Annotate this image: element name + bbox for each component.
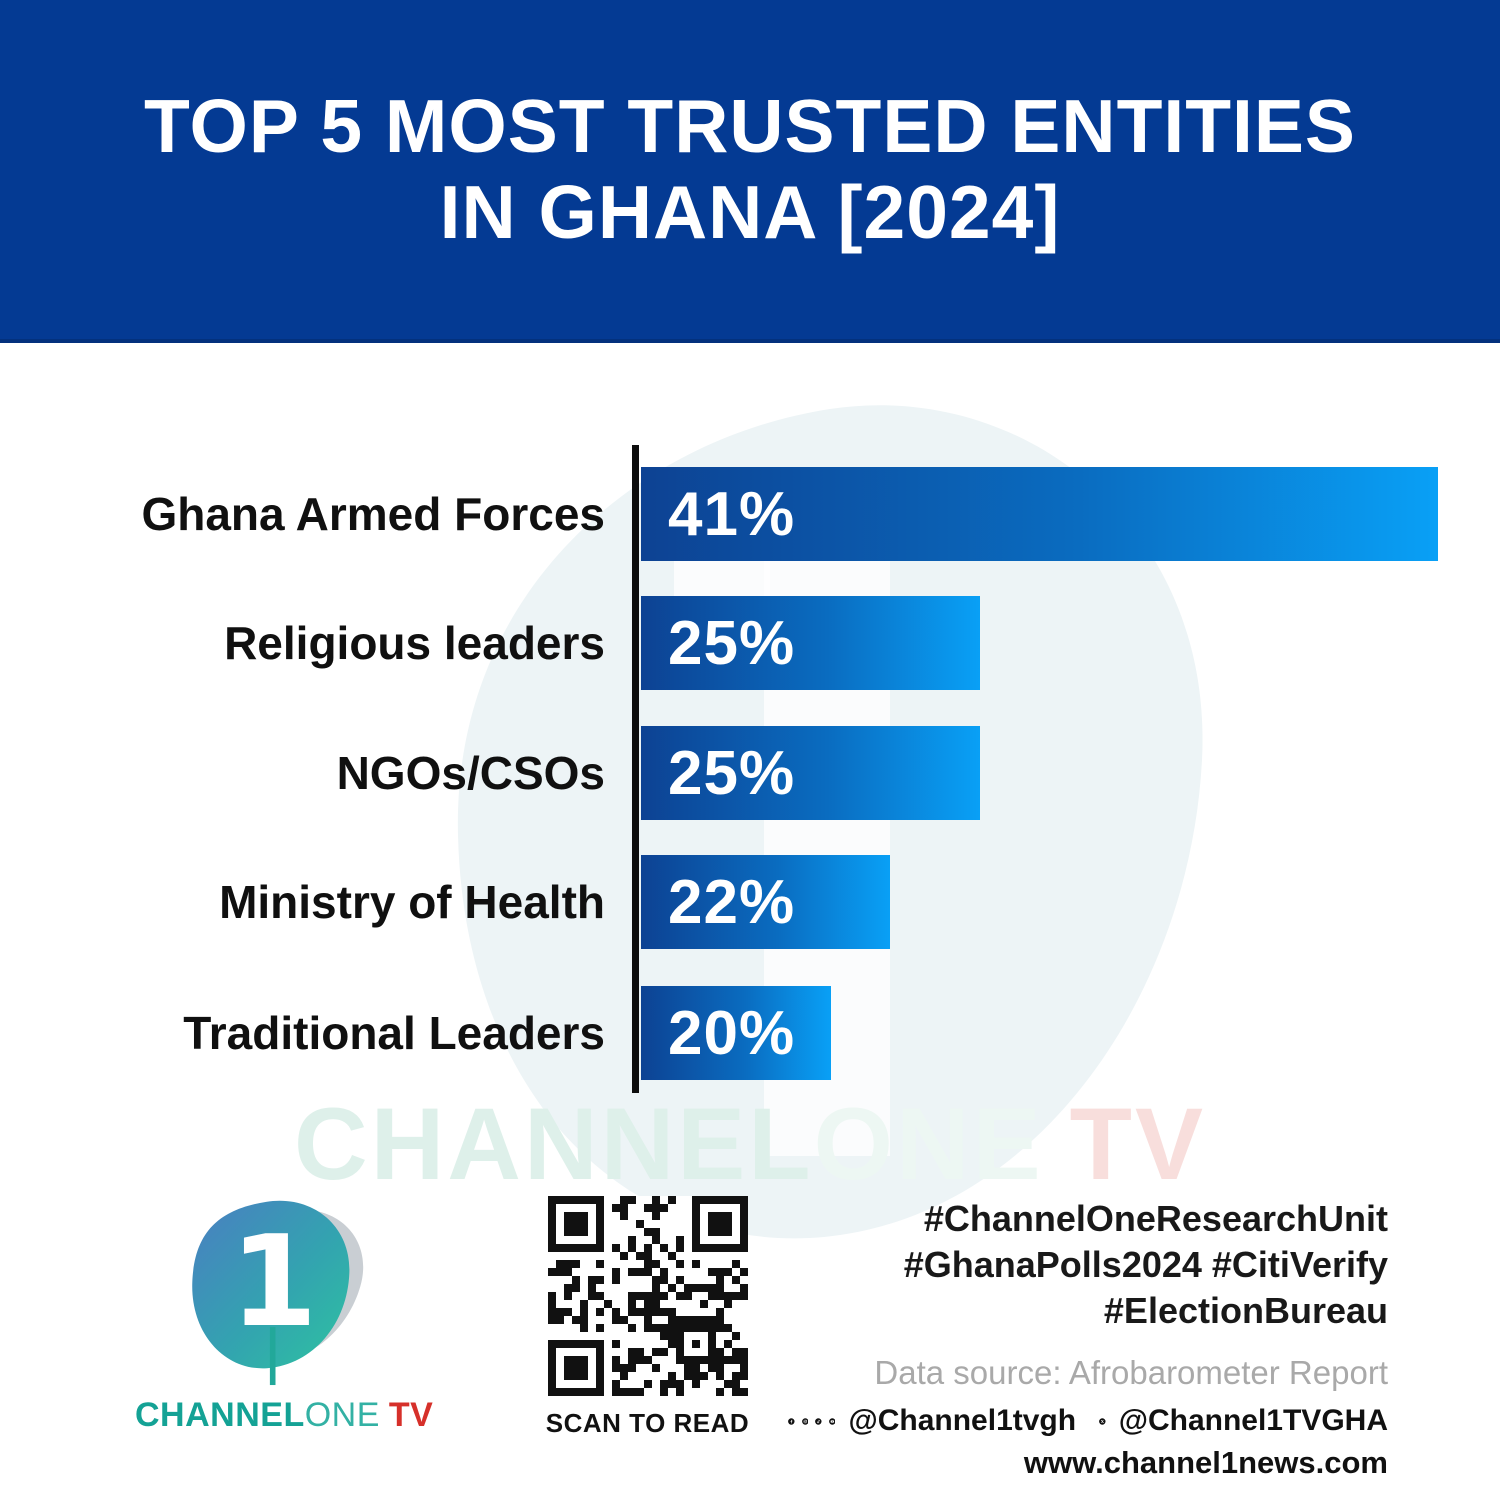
qr-caption: SCAN TO READ <box>545 1408 750 1438</box>
bar-value-label: 22% <box>668 867 796 937</box>
category-label: NGOs/CSOs <box>336 747 605 799</box>
bar-ministry-of-health: 22% <box>641 855 890 949</box>
trust-bar-chart: Ghana Armed Forces 41% Religious leaders… <box>0 343 1500 1095</box>
hashtag-line-3: #ElectionBureau <box>1103 1290 1388 1331</box>
watermark-channel: CHANNEL <box>293 1087 814 1201</box>
header-banner: TOP 5 MOST TRUSTED ENTITIES IN GHANA [20… <box>0 0 1500 343</box>
title-line-1: TOP 5 MOST TRUSTED ENTITIES <box>144 84 1356 168</box>
hashtag-line-1: #ChannelOneResearchUnit <box>923 1198 1388 1239</box>
wordmark-one: ONE <box>304 1396 380 1434</box>
channel-one-wordmark: CHANNELONE TV <box>135 1396 433 1435</box>
website-url: www.channel1news.com <box>1023 1445 1388 1480</box>
title-line-2: IN GHANA [2024] <box>439 169 1061 254</box>
bar-value-label: 20% <box>668 998 796 1068</box>
youtube-icon <box>828 1417 836 1425</box>
chart-row-ngos-csos: NGOs/CSOs 25% <box>0 726 1500 820</box>
bar-ngos-csos: 25% <box>641 726 980 820</box>
chart-axis-line <box>632 445 639 1093</box>
qr-block: SCAN TO READ <box>545 1196 750 1439</box>
chart-row-traditional-leaders: Traditional Leaders 20% <box>0 986 1500 1080</box>
watermark-tv: TV <box>1069 1087 1207 1201</box>
wordmark-channel: CHANNEL <box>135 1396 305 1434</box>
wordmark-tv: TV <box>388 1396 434 1434</box>
social-handle-main: @Channel1tvgh <box>848 1404 1077 1437</box>
category-label: Traditional Leaders <box>183 1007 605 1059</box>
category-label: Religious leaders <box>224 617 605 669</box>
bar-traditional-leaders: 20% <box>641 986 831 1080</box>
chart-row-ghana-armed-forces: Ghana Armed Forces 41% <box>0 467 1500 561</box>
hashtags: #ChannelOneResearchUnit #GhanaPolls2024 … <box>788 1196 1388 1334</box>
watermark-channelone-tv: CHANNELONE TV <box>0 1086 1500 1203</box>
bar-value-label: 25% <box>668 738 796 808</box>
x-icon <box>1099 1417 1106 1425</box>
social-handle-x: @Channel1TVGHA <box>1118 1404 1388 1437</box>
qr-code <box>547 1196 748 1396</box>
category-label: Ghana Armed Forces <box>141 488 605 540</box>
tiktok-icon <box>815 1417 822 1425</box>
page-title: TOP 5 MOST TRUSTED ENTITIES IN GHANA [20… <box>144 84 1356 255</box>
chart-row-religious-leaders: Religious leaders 25% <box>0 596 1500 690</box>
hashtag-line-2: #GhanaPolls2024 #CitiVerify <box>903 1244 1388 1285</box>
instagram-icon <box>801 1417 809 1425</box>
channel-one-logo-block: 1 CHANNELONE TV <box>135 1185 433 1435</box>
watermark-one: ONE <box>813 1087 1044 1201</box>
bar-ghana-armed-forces: 41% <box>641 467 1438 561</box>
chart-row-ministry-of-health: Ministry of Health 22% <box>0 855 1500 949</box>
social-row: @Channel1tvgh @Channel1TVGHA <box>788 1404 1388 1438</box>
bar-religious-leaders: 25% <box>641 596 980 690</box>
bar-value-label: 41% <box>668 479 796 549</box>
footer-info-block: #ChannelOneResearchUnit #GhanaPolls2024 … <box>788 1196 1388 1481</box>
category-label: Ministry of Health <box>219 876 605 928</box>
channel-one-logo-mark: 1 <box>191 1200 363 1386</box>
facebook-icon <box>788 1417 795 1425</box>
data-source: Data source: Afrobarometer Report <box>874 1354 1388 1391</box>
bar-value-label: 25% <box>668 608 796 678</box>
